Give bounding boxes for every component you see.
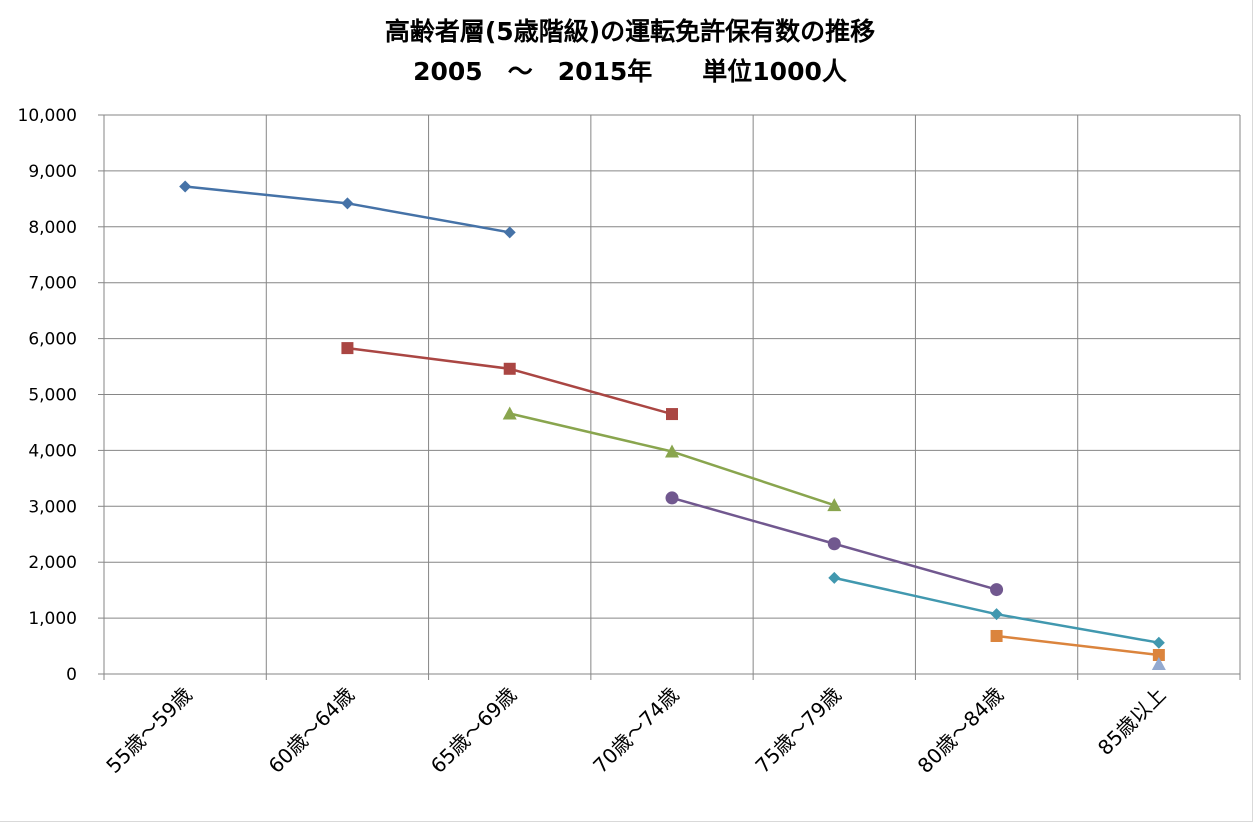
data-point bbox=[341, 342, 354, 355]
x-tick-label: 75歳～79歳 bbox=[750, 683, 845, 778]
series-line bbox=[996, 634, 1160, 657]
y-axis-ticks: 0 1,000 2,000 3,000 4,000 5,000 6,000 7,000 8,00… bbox=[18, 106, 77, 685]
y-tick-label: 5,000 bbox=[28, 386, 77, 406]
data-point bbox=[502, 406, 517, 420]
x-tick-label: 80歳～84歳 bbox=[913, 683, 1008, 778]
chart-title: 高齢者層(5歳階級)の運転免許保有数の推移 bbox=[385, 17, 875, 46]
series-6 bbox=[990, 629, 1165, 661]
x-tick-label: 85歳以上 bbox=[1093, 683, 1170, 760]
x-tick-label: 60歳～64歳 bbox=[264, 683, 359, 778]
chart-subtitle: 2005 ～ 2015年 単位1000人 bbox=[413, 57, 847, 86]
y-tick-label: 2,000 bbox=[28, 553, 77, 573]
data-point bbox=[665, 444, 679, 458]
data-point bbox=[990, 608, 1003, 621]
data-point bbox=[341, 197, 354, 210]
data-point bbox=[665, 491, 679, 505]
data-point bbox=[1152, 648, 1165, 661]
y-tick-label: 3,000 bbox=[28, 497, 77, 517]
series-4 bbox=[665, 491, 1004, 597]
x-tick-label: 65歳～69歳 bbox=[426, 683, 521, 778]
data-point bbox=[990, 583, 1004, 597]
series-group bbox=[179, 180, 1166, 670]
data-point bbox=[666, 408, 678, 421]
axes bbox=[98, 114, 1241, 680]
series-5 bbox=[828, 571, 1165, 649]
y-tick-label: 0 bbox=[66, 665, 77, 685]
data-point bbox=[827, 537, 841, 551]
series-line bbox=[347, 346, 673, 416]
series-7 bbox=[1151, 656, 1166, 670]
y-tick-label: 10,000 bbox=[18, 106, 77, 126]
data-point bbox=[1152, 636, 1165, 649]
series-1 bbox=[179, 180, 516, 239]
series-3 bbox=[502, 406, 842, 512]
data-point bbox=[827, 498, 842, 512]
y-tick-label: 7,000 bbox=[28, 274, 77, 294]
data-point bbox=[990, 629, 1003, 642]
y-tick-label: 8,000 bbox=[28, 218, 77, 238]
data-point bbox=[828, 571, 841, 584]
data-point bbox=[1151, 656, 1166, 670]
y-tick-label: 1,000 bbox=[28, 609, 77, 629]
x-axis-ticks: 55歳～59歳 60歳～64歳 65歳～69歳 70歳～74歳 75歳～79歳 80歳～8… bbox=[101, 683, 1170, 778]
data-point bbox=[179, 180, 192, 193]
x-tick-label: 55歳～59歳 bbox=[101, 683, 196, 778]
y-tick-label: 9,000 bbox=[28, 162, 77, 182]
data-point bbox=[503, 362, 516, 375]
y-tick-label: 6,000 bbox=[28, 330, 77, 350]
data-point bbox=[503, 226, 516, 239]
gridlines bbox=[104, 114, 1241, 674]
y-tick-label: 4,000 bbox=[28, 441, 77, 461]
series-2 bbox=[341, 342, 678, 421]
x-tick-label: 70歳～74歳 bbox=[588, 683, 683, 778]
series-line bbox=[185, 185, 510, 234]
